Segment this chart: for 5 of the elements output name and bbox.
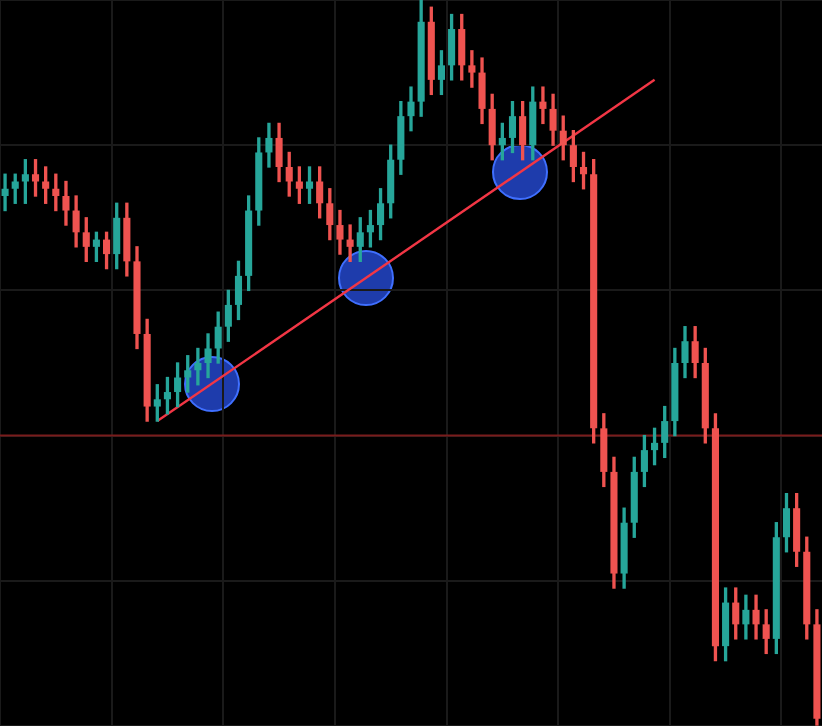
candlestick	[1, 173, 9, 212]
candlestick	[539, 86, 547, 125]
candlestick	[468, 50, 476, 88]
candlestick	[346, 224, 354, 263]
candlestick	[194, 347, 202, 386]
